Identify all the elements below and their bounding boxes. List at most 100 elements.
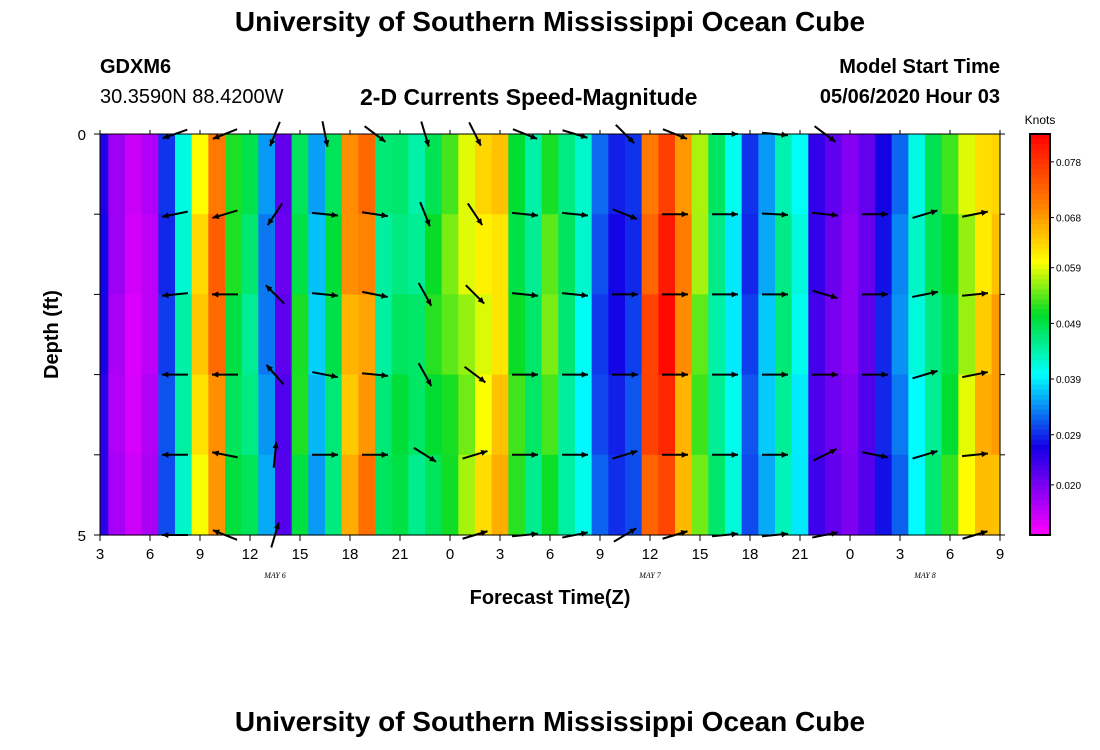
heatmap-cell	[541, 134, 559, 215]
vector-arrowhead	[380, 292, 388, 299]
vector-arrowhead	[831, 211, 838, 218]
heatmap-cell	[408, 374, 426, 456]
colorbar-segment	[1030, 279, 1050, 285]
heatmap-cell	[958, 454, 976, 536]
vector-arrowhead	[731, 211, 738, 218]
heatmap-cell	[575, 374, 593, 456]
heatmap-cell	[100, 134, 109, 215]
colorbar-segment	[1030, 384, 1050, 391]
vector-arrowhead	[581, 371, 588, 378]
colorbar-segment	[1030, 149, 1050, 155]
vector-arrowhead	[323, 139, 330, 147]
x-tick-label: 9	[996, 546, 1004, 563]
colorbar-segment	[1030, 344, 1050, 351]
heatmap-cell	[375, 294, 393, 376]
heatmap-cell	[100, 454, 109, 536]
colorbar-units: Knots	[1025, 113, 1056, 127]
vector-arrowhead	[272, 441, 279, 449]
heatmap-cell	[441, 214, 459, 295]
heatmap-cell	[375, 214, 393, 295]
footer-title: University of Southern Mississippi Ocean…	[234, 706, 866, 737]
heatmap-cell	[425, 134, 443, 215]
colorbar-segment	[1030, 379, 1050, 386]
heatmap-cell	[708, 374, 726, 456]
heatmap-cell	[558, 294, 576, 376]
vector-arrowhead	[381, 212, 388, 219]
heatmap-cell	[158, 294, 176, 376]
heatmap-cell	[758, 454, 776, 536]
heatmap-cell	[275, 134, 293, 215]
vector-arrowhead	[331, 451, 338, 458]
vector-arrowhead	[480, 530, 488, 536]
heatmap-cell	[541, 294, 559, 376]
vector-arrowhead	[680, 530, 688, 536]
colorbar-segment	[1030, 504, 1050, 511]
colorbar-segment	[1030, 299, 1050, 306]
vector-arrowhead	[831, 371, 838, 378]
heatmap-cell	[275, 454, 293, 536]
heatmap-cell	[991, 294, 1001, 376]
heatmap-cell	[758, 294, 776, 376]
heatmap-cell	[208, 374, 226, 456]
heatmap-cell	[208, 214, 226, 295]
vector-arrowhead	[331, 292, 338, 299]
heatmap-cell	[225, 134, 243, 215]
heatmap-cell	[791, 374, 809, 456]
y-tick-label: 0	[78, 127, 86, 144]
heatmap-cell	[941, 134, 959, 215]
heatmap-cell	[291, 454, 309, 536]
colorbar-segment	[1030, 414, 1050, 421]
heatmap-cell	[141, 134, 159, 215]
heatmap-cell	[175, 374, 193, 456]
heatmap-cell	[958, 214, 976, 295]
colorbar-tick-label: 0.020	[1056, 481, 1081, 492]
colorbar-segment	[1030, 444, 1050, 451]
colorbar-segment	[1030, 424, 1050, 431]
heatmap-cell	[775, 214, 793, 295]
heatmap-cell	[991, 214, 1001, 295]
colorbar-segment	[1030, 494, 1050, 501]
heatmap-cell	[375, 454, 393, 536]
heatmap-cell	[625, 214, 643, 295]
heatmap-cell	[391, 214, 409, 295]
heatmap-cell	[775, 374, 793, 456]
colorbar-segment	[1030, 434, 1050, 441]
vector-arrowhead	[212, 133, 220, 140]
vector-arrowhead	[930, 449, 938, 456]
heatmap-cell	[941, 374, 959, 456]
heatmap-cell	[408, 214, 426, 295]
heatmap-cell	[891, 214, 909, 295]
heatmap-cell	[475, 374, 493, 456]
x-tick-label: 3	[496, 546, 504, 563]
heatmap-cell	[658, 374, 676, 456]
colorbar-segment	[1030, 404, 1050, 411]
heatmap-cell	[941, 454, 959, 536]
heatmap-cell	[675, 454, 693, 536]
model-start-time: 05/06/2020 Hour 03	[819, 86, 1000, 108]
heatmap-cell	[725, 454, 743, 536]
vector-arrowhead	[781, 451, 788, 458]
heatmap-cell	[725, 134, 743, 215]
heatmap-cell	[608, 374, 626, 456]
heatmap-cell	[175, 294, 193, 376]
colorbar-segment	[1030, 164, 1050, 170]
colorbar-segment	[1030, 399, 1050, 406]
heatmap-cell	[675, 294, 693, 376]
vector-arrowhead	[881, 291, 888, 298]
heatmap-cell	[141, 294, 159, 376]
heatmap-cell	[391, 374, 409, 456]
colorbar-segment	[1030, 489, 1050, 496]
colorbar-segment	[1030, 294, 1050, 301]
colorbar-tick-label: 0.068	[1056, 214, 1081, 225]
colorbar-segment	[1030, 464, 1050, 471]
heatmap-cell	[475, 454, 493, 536]
heatmap-cell	[625, 374, 643, 456]
heatmap-cell	[808, 134, 826, 215]
heatmap-cell	[808, 294, 826, 376]
heatmap-cell	[975, 374, 993, 456]
vector-arrowhead	[162, 212, 170, 219]
vector-arrowhead	[530, 133, 538, 140]
vector-arrowhead	[630, 213, 638, 220]
heatmap-cell	[341, 134, 359, 215]
